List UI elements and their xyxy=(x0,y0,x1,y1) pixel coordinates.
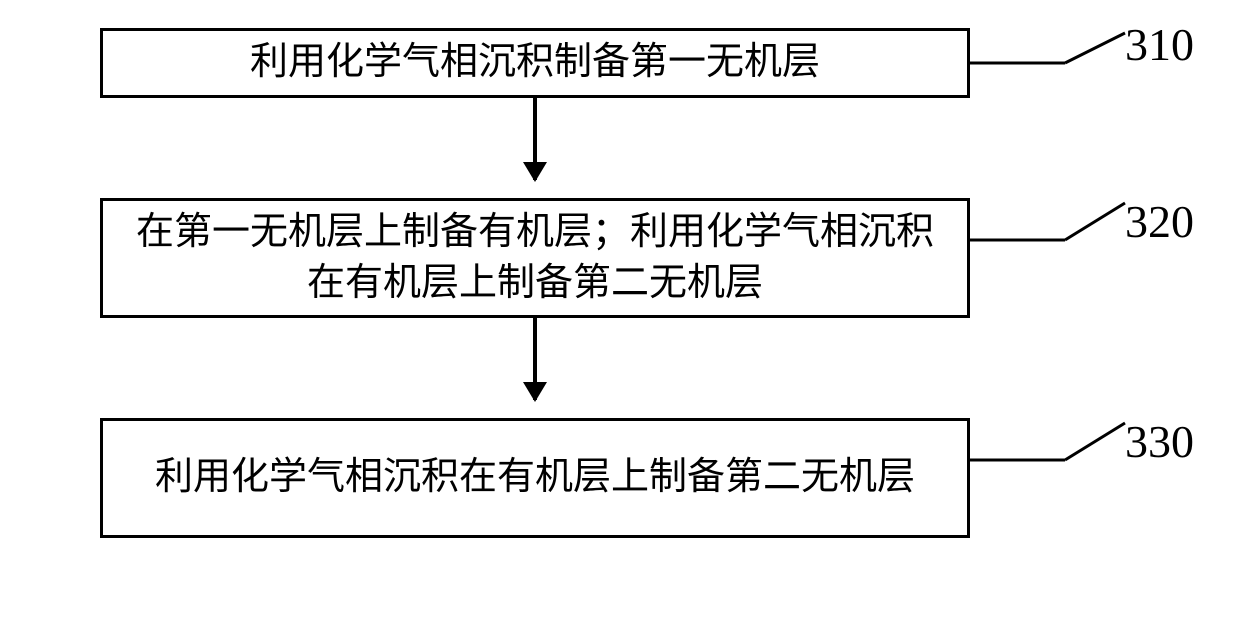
flowchart-step-3: 利用化学气相沉积在有机层上制备第二无机层 xyxy=(100,418,970,538)
flowchart-step-1: 利用化学气相沉积制备第一无机层 xyxy=(100,28,970,98)
step-2-label: 320 xyxy=(1125,195,1194,248)
step-3-label: 330 xyxy=(1125,415,1194,468)
arrowhead-icon xyxy=(523,382,547,402)
step-1-text: 利用化学气相沉积制备第一无机层 xyxy=(250,37,820,88)
callout-line-2 xyxy=(970,198,1130,253)
flowchart-step-2: 在第一无机层上制备有机层；利用化学气相沉积在有机层上制备第二无机层 xyxy=(100,198,970,318)
arrow-1-to-2 xyxy=(533,98,537,180)
flowchart-container: 利用化学气相沉积制备第一无机层 在第一无机层上制备有机层；利用化学气相沉积在有机… xyxy=(0,0,1240,637)
arrowhead-icon xyxy=(523,162,547,182)
callout-line-3 xyxy=(970,418,1130,473)
step-1-label: 310 xyxy=(1125,18,1194,71)
step-2-text: 在第一无机层上制备有机层；利用化学气相沉积在有机层上制备第二无机层 xyxy=(123,207,947,310)
step-3-text: 利用化学气相沉积在有机层上制备第二无机层 xyxy=(155,452,915,503)
callout-line-1 xyxy=(970,28,1130,78)
arrow-2-to-3 xyxy=(533,318,537,400)
